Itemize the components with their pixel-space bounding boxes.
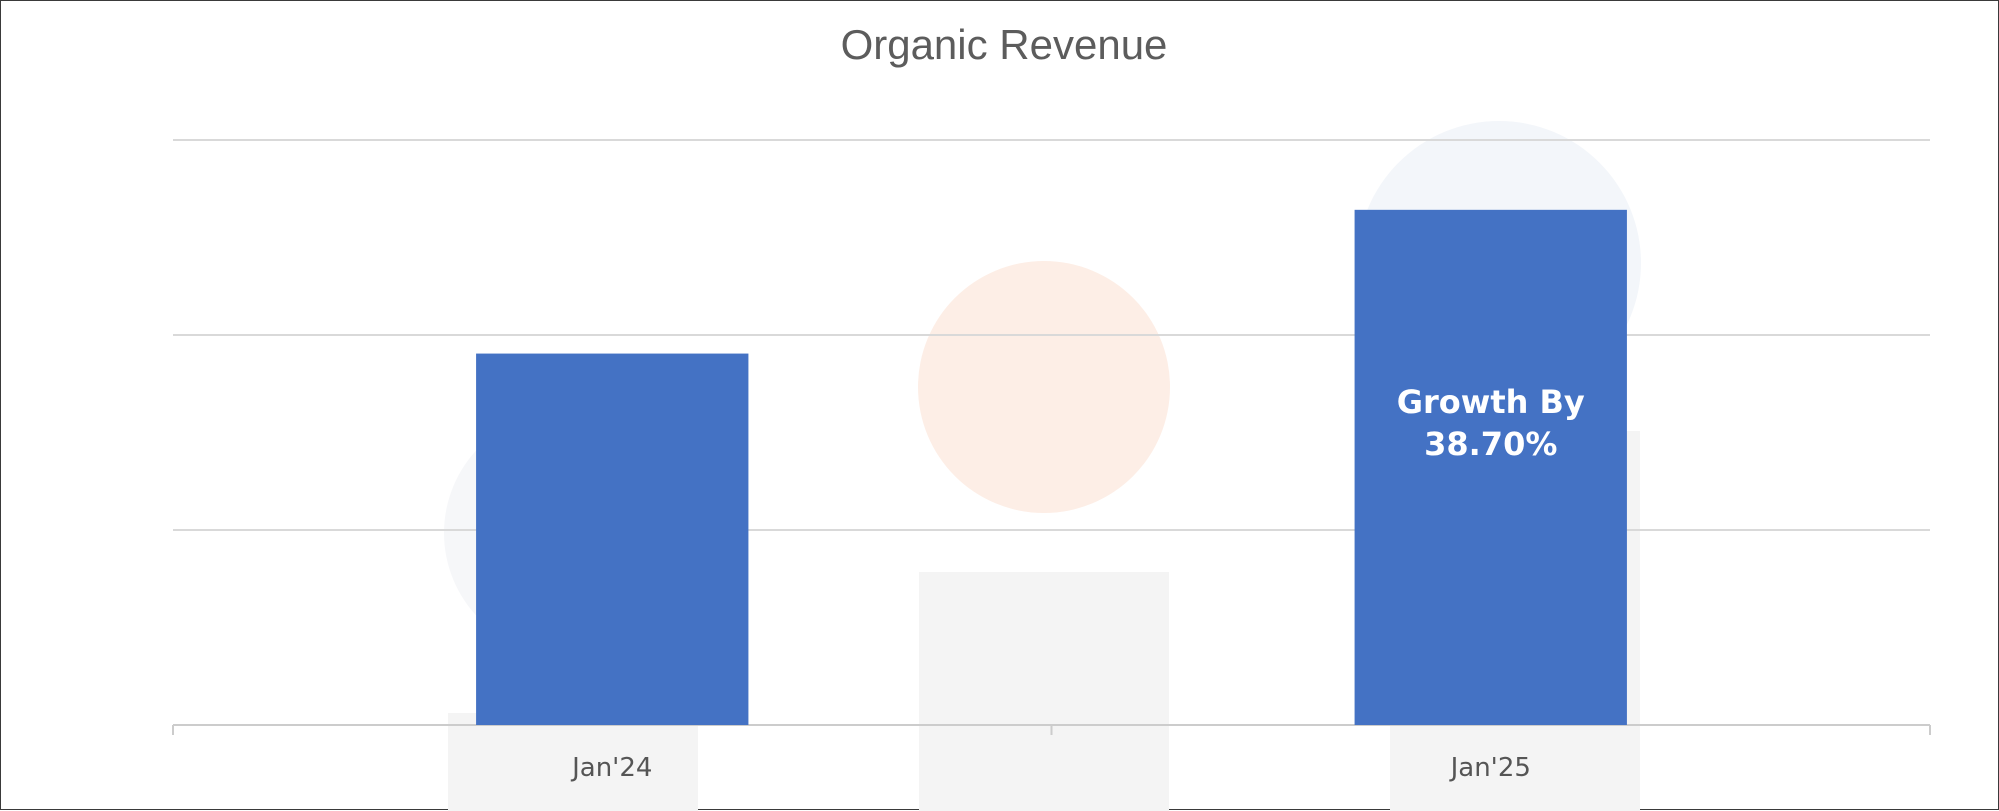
watermark-block-left xyxy=(448,713,698,811)
grid-lines xyxy=(173,139,1930,531)
bar-annotations: Growth By 38.70% xyxy=(1397,383,1585,463)
x-tick-label: Jan'24 xyxy=(570,753,652,783)
x-axis xyxy=(172,724,1931,735)
growth-annotation-line: Growth By xyxy=(1397,383,1585,421)
x-tick-label: Jan'25 xyxy=(1449,753,1531,783)
bar-jan25 xyxy=(1354,209,1627,726)
chart-title: Organic Revenue xyxy=(841,21,1168,68)
bar-jan24 xyxy=(476,353,749,725)
watermark-circle-accent xyxy=(918,261,1170,513)
bars xyxy=(476,209,1627,726)
x-tick-labels: Jan'24 Jan'25 xyxy=(570,753,1531,783)
growth-annotation-line: 38.70% xyxy=(1424,425,1557,463)
watermark-block-middle xyxy=(919,572,1169,811)
